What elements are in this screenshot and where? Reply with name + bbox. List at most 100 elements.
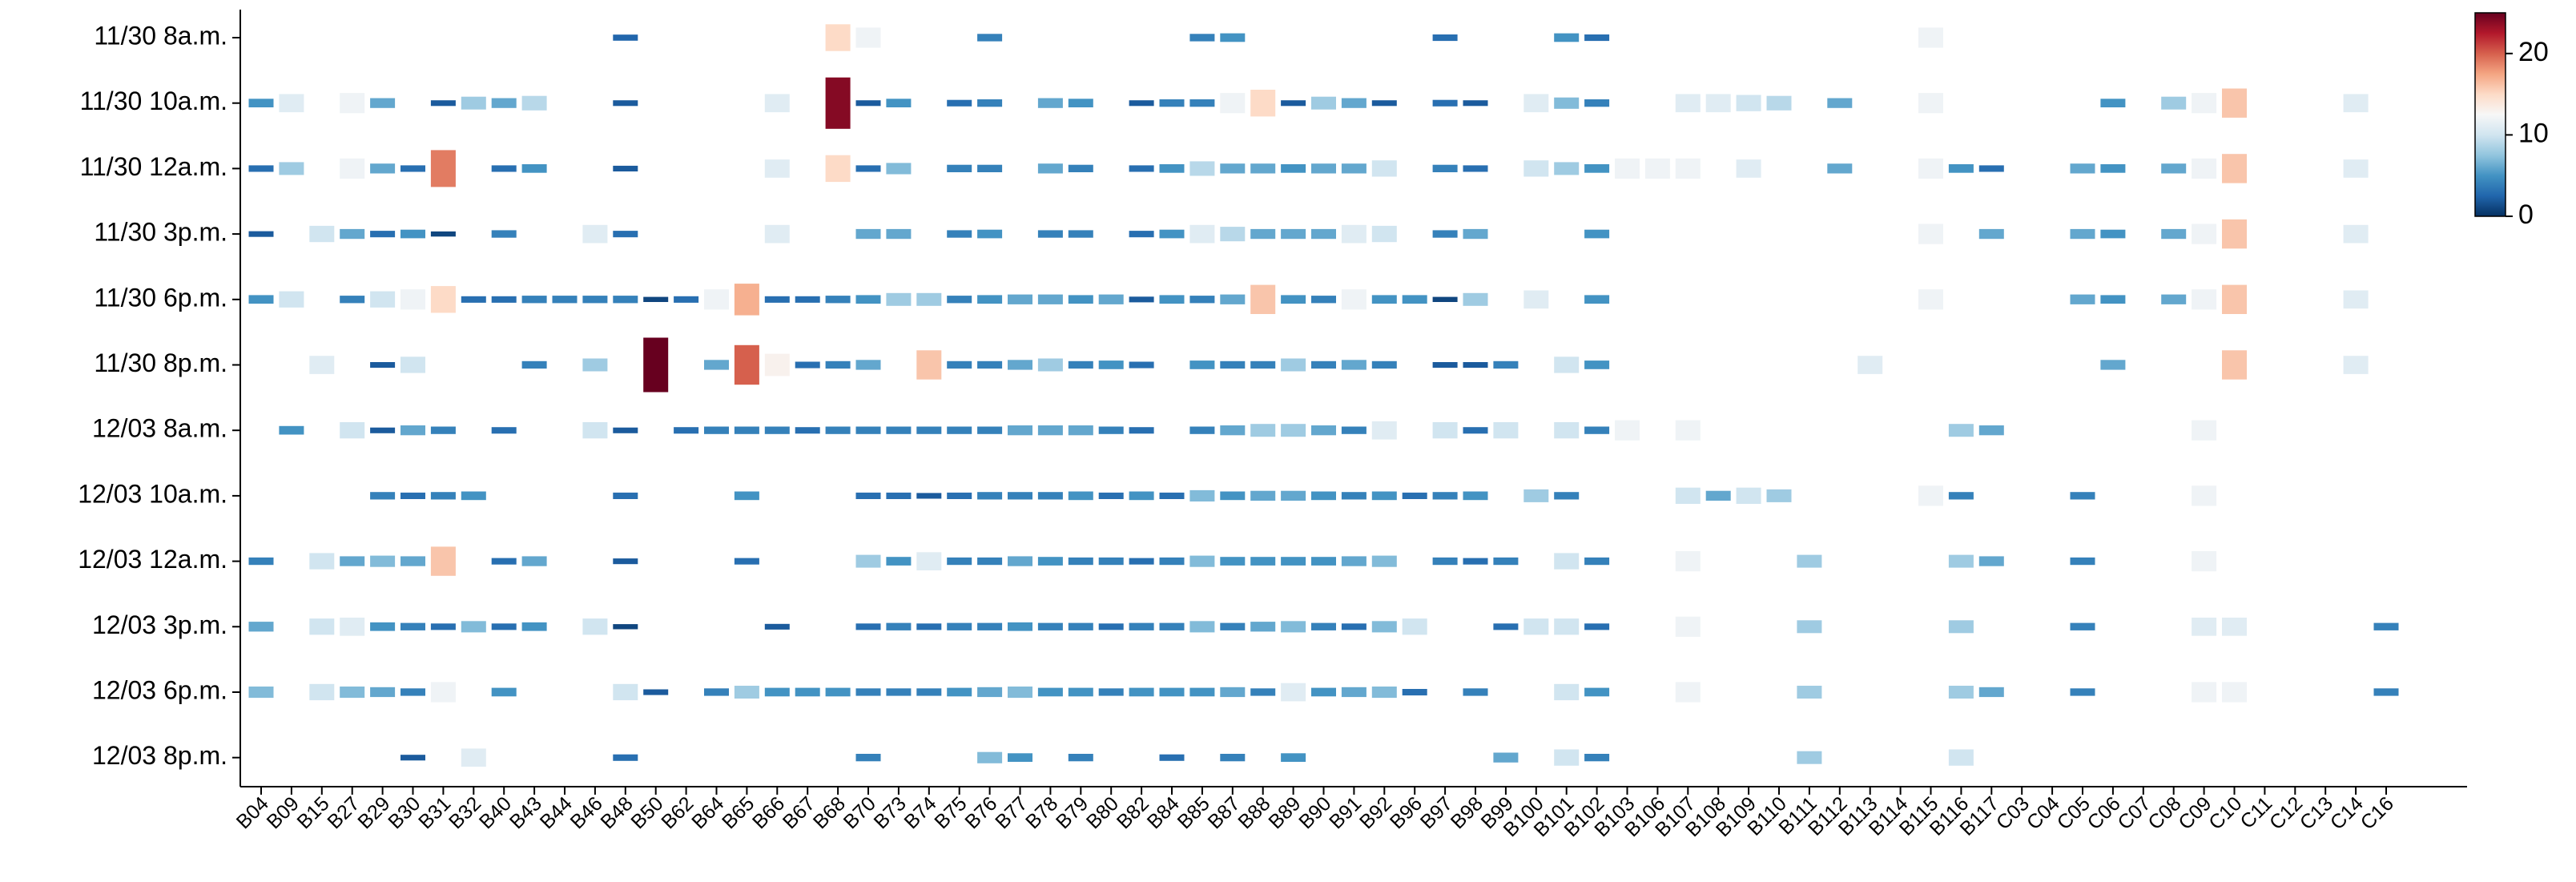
heatmap-cell-b68-row-5 — [825, 360, 851, 369]
heatmap-cell-b111-row-10 — [1797, 686, 1822, 699]
heatmap-cell-b85-row-8 — [1189, 555, 1215, 567]
heatmap-cell-b111-row-8 — [1797, 554, 1822, 568]
heatmap-cell-b74-row-6 — [916, 426, 942, 434]
heatmap-cell-b73-row-3 — [886, 228, 912, 240]
heatmap-cell-b70-row-0 — [855, 27, 881, 48]
heatmap-cell-c09-row-9 — [2192, 618, 2217, 636]
heatmap-cell-b75-row-7 — [947, 492, 972, 499]
heatmap-cell-b31-row-2 — [430, 150, 456, 187]
heatmap-cell-b97-row-8 — [1432, 557, 1458, 566]
heatmap-cell-b50-row-5 — [643, 337, 669, 393]
heatmap-cell-b99-row-9 — [1493, 623, 1519, 630]
heatmap-cell-b110-row-1 — [1766, 95, 1792, 111]
heatmap-cell-c05-row-7 — [2070, 492, 2095, 500]
heatmap-cell-b48-row-11 — [613, 754, 638, 761]
heatmap-cell-b79-row-2 — [1068, 164, 1093, 172]
heatmap-cell-b76-row-0 — [977, 34, 1003, 42]
heatmap-cell-c06-row-3 — [2100, 229, 2126, 239]
heatmap-cell-b100-row-4 — [1523, 290, 1549, 309]
heatmap-cell-b87-row-8 — [1220, 557, 1246, 566]
heatmap-cell-b48-row-7 — [613, 492, 638, 499]
heatmap-cell-b67-row-5 — [795, 361, 820, 369]
heatmap-cell-b29-row-7 — [370, 492, 396, 500]
heatmap-cell-b30-row-5 — [400, 356, 425, 373]
heatmap-cell-c10-row-5 — [2222, 350, 2247, 380]
heatmap-cell-b117-row-2 — [1978, 165, 2004, 172]
heatmap-cell-b96-row-7 — [1402, 492, 1427, 499]
heatmap-cell-b73-row-2 — [886, 163, 912, 175]
heatmap-cell-b82-row-9 — [1129, 622, 1154, 630]
heatmap-cell-b74-row-5 — [916, 350, 942, 380]
colorbar-gradient — [2474, 12, 2506, 217]
heatmap-cell-b73-row-7 — [886, 492, 912, 499]
heatmap-cell-b70-row-5 — [855, 360, 881, 370]
heatmap-cell-b99-row-11 — [1493, 752, 1519, 763]
heatmap-cell-b43-row-1 — [521, 95, 547, 111]
heatmap-cell-b30-row-8 — [400, 556, 425, 566]
heatmap-cell-c10-row-4 — [2222, 284, 2247, 314]
heatmap-cell-b78-row-3 — [1037, 230, 1063, 238]
heatmap-cell-b90-row-5 — [1311, 360, 1336, 369]
heatmap-cell-c08-row-3 — [2161, 228, 2187, 240]
heatmap-cell-b100-row-7 — [1523, 489, 1549, 502]
heatmap-cell-b98-row-8 — [1463, 558, 1488, 565]
heatmap-cell-b87-row-11 — [1220, 754, 1246, 762]
heatmap-cell-b46-row-5 — [582, 358, 608, 372]
heatmap-cell-b68-row-6 — [825, 426, 851, 434]
heatmap-cell-b102-row-4 — [1584, 295, 1610, 304]
heatmap-cell-b66-row-10 — [764, 687, 790, 697]
heatmap-cell-b103-row-6 — [1615, 420, 1640, 441]
heatmap-cell-b75-row-1 — [947, 99, 972, 107]
heatmap-cell-b40-row-3 — [491, 230, 517, 238]
heatmap-cell-b85-row-2 — [1189, 161, 1215, 176]
heatmap-cell-b84-row-11 — [1159, 754, 1185, 761]
heatmap-cell-b96-row-9 — [1402, 618, 1427, 635]
heatmap-cell-b30-row-7 — [400, 492, 425, 499]
heatmap-cell-b30-row-10 — [400, 688, 425, 696]
heatmap-cell-b115-row-1 — [1918, 93, 1943, 114]
heatmap-cell-b87-row-10 — [1220, 687, 1246, 698]
heatmap-cell-b97-row-2 — [1432, 164, 1458, 172]
row-label: 12/03 10a.m. — [78, 479, 227, 508]
heatmap-cell-b117-row-10 — [1978, 687, 2004, 698]
row-labels: 11/30 8a.m. 11/30 10a.m. 11/30 12a.m. 11/30… — [78, 21, 227, 770]
heatmap-cell-c05-row-10 — [2070, 688, 2095, 696]
heatmap-cell-b65-row-7 — [734, 491, 759, 501]
heatmap-cell-b76-row-7 — [977, 492, 1003, 500]
heatmap-cell-b43-row-2 — [521, 164, 547, 173]
heatmap-cell-b78-row-9 — [1037, 622, 1063, 630]
heatmap-cell-b67-row-10 — [795, 687, 820, 697]
heatmap-cell-b98-row-6 — [1463, 427, 1488, 434]
heatmap-cell-b80-row-4 — [1098, 294, 1124, 304]
heatmap-cell-b66-row-1 — [764, 94, 790, 113]
heatmap-cell-b78-row-7 — [1037, 492, 1063, 500]
column-labels: B04B09B15B27B29B30B31B32B40B43B44B46B48B… — [232, 792, 2398, 841]
heatmap-cell-b48-row-2 — [613, 165, 638, 171]
heatmap-cell-b92-row-2 — [1371, 160, 1397, 177]
heatmap-cell-b15-row-5 — [309, 356, 335, 374]
row-label: 11/30 10a.m. — [80, 87, 227, 115]
heatmap-cell-b65-row-6 — [734, 426, 759, 434]
heatmap-cell-b43-row-9 — [521, 622, 547, 631]
heatmap-cell-b76-row-11 — [977, 751, 1003, 763]
heatmap-cell-b77-row-7 — [1008, 492, 1032, 500]
heatmap-cell-b29-row-6 — [370, 427, 396, 433]
heatmap-cell-b77-row-4 — [1008, 294, 1032, 304]
heatmap-cell-b92-row-8 — [1371, 555, 1397, 567]
heatmap-cell-b85-row-0 — [1189, 34, 1215, 42]
heatmap-cell-b76-row-4 — [977, 295, 1003, 304]
heatmap-cell-b84-row-4 — [1159, 295, 1185, 304]
heatmap-cell-b31-row-6 — [430, 426, 456, 434]
heatmap-cell-b100-row-1 — [1523, 94, 1549, 113]
heatmap-cell-b116-row-11 — [1948, 749, 1974, 766]
heatmap-cell-b80-row-7 — [1098, 492, 1124, 499]
colorbar: 0 10 20 — [2474, 12, 2549, 230]
heatmap-cell-b27-row-10 — [340, 687, 365, 699]
heatmap-cell-b111-row-11 — [1797, 751, 1822, 764]
heatmap-cell-b70-row-7 — [855, 492, 881, 499]
heatmap-cell-b80-row-9 — [1098, 623, 1124, 630]
heatmap-cell-b29-row-1 — [370, 98, 396, 108]
heatmap-cell-b88-row-10 — [1250, 688, 1276, 696]
heatmap-cell-b40-row-4 — [491, 296, 517, 303]
heatmap-cell-b87-row-4 — [1220, 294, 1246, 304]
